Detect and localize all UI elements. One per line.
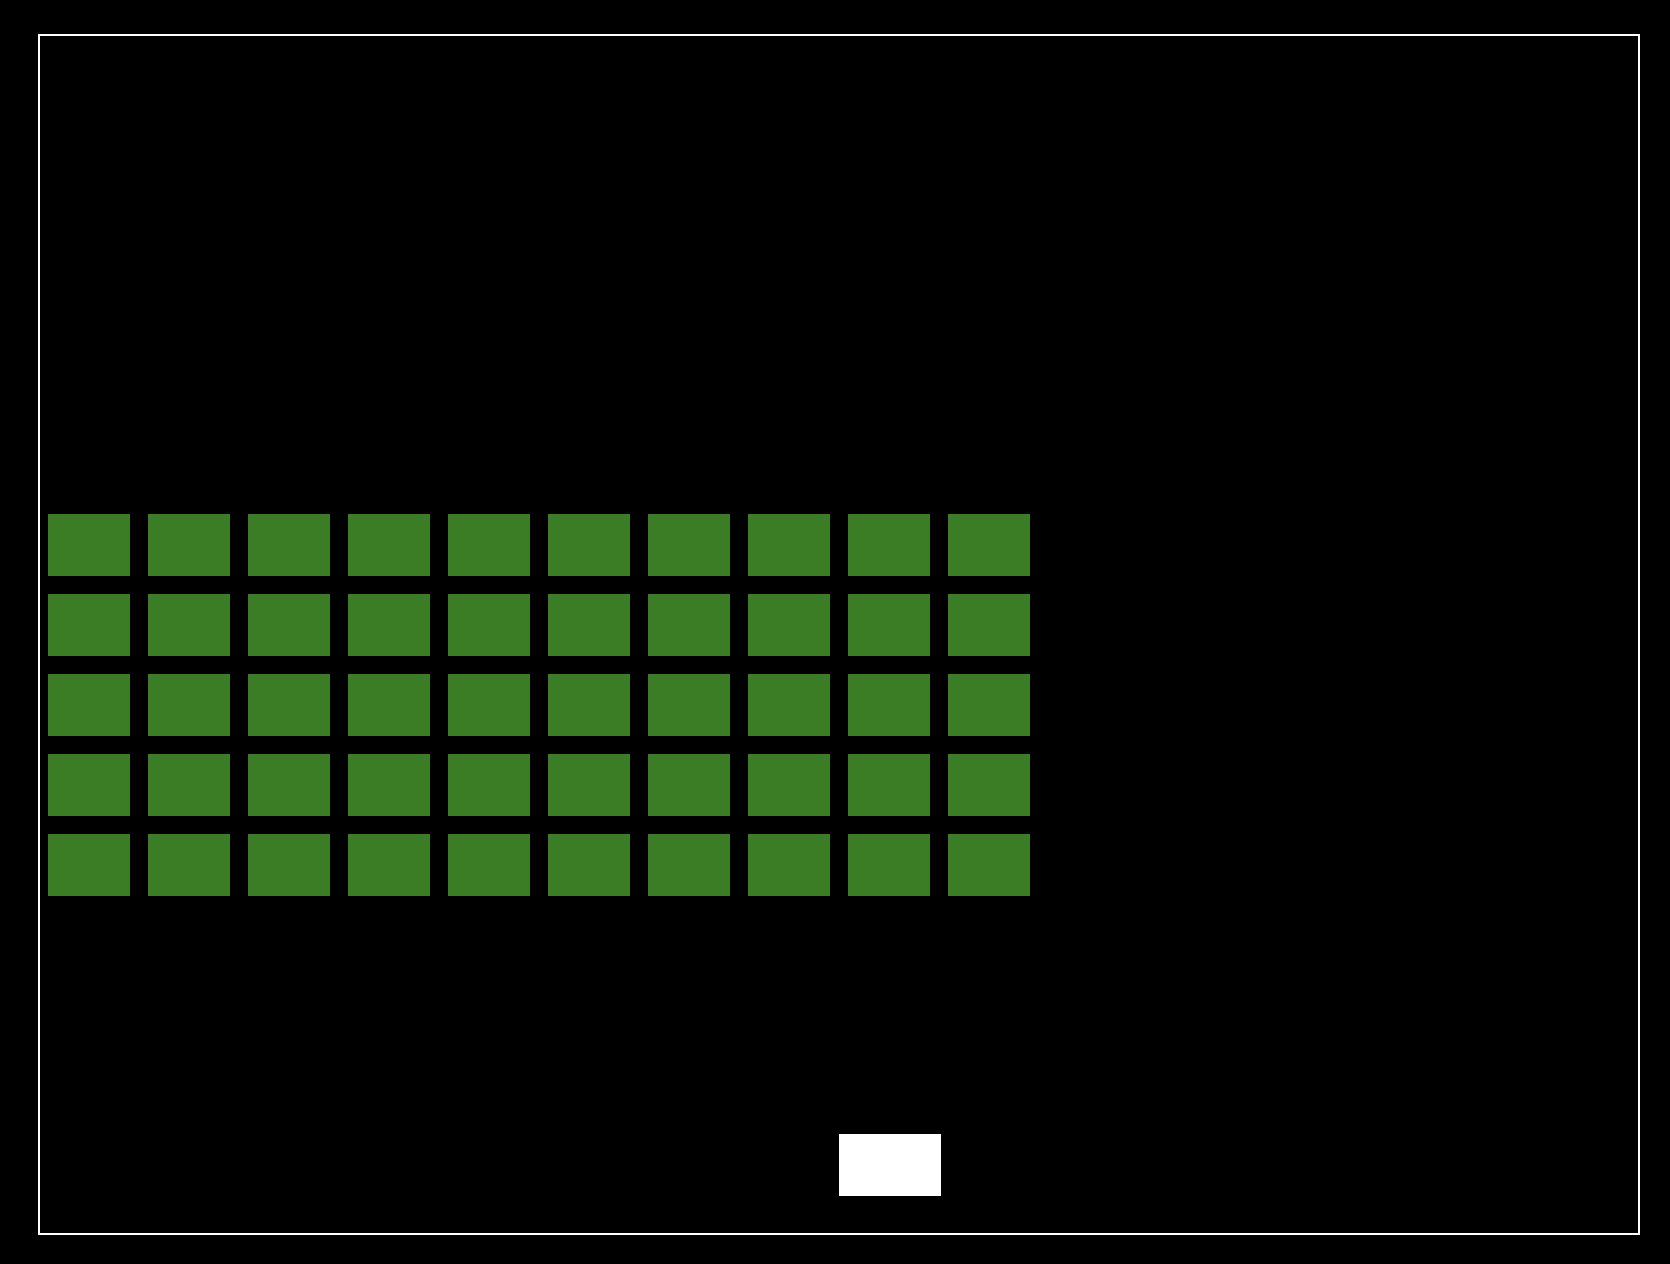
brick — [648, 674, 730, 736]
paddle[interactable] — [839, 1134, 941, 1196]
brick — [948, 514, 1030, 576]
brick — [848, 834, 930, 896]
brick — [148, 514, 230, 576]
brick-grid — [48, 514, 1031, 896]
brick — [748, 674, 830, 736]
brick — [348, 514, 430, 576]
brick — [48, 754, 130, 816]
brick — [848, 754, 930, 816]
brick — [48, 594, 130, 656]
brick — [748, 514, 830, 576]
brick — [348, 834, 430, 896]
brick — [148, 754, 230, 816]
brick — [848, 594, 930, 656]
brick — [848, 674, 930, 736]
brick — [748, 754, 830, 816]
brick — [748, 594, 830, 656]
brick — [648, 514, 730, 576]
brick — [148, 594, 230, 656]
brick — [548, 834, 630, 896]
brick — [948, 834, 1030, 896]
brick — [48, 514, 130, 576]
brick — [248, 514, 330, 576]
brick — [548, 594, 630, 656]
brick — [48, 834, 130, 896]
brick — [848, 514, 930, 576]
brick — [948, 674, 1030, 736]
brick — [448, 674, 530, 736]
brick — [648, 754, 730, 816]
brick — [648, 594, 730, 656]
brick — [248, 674, 330, 736]
brick — [948, 594, 1030, 656]
brick — [548, 754, 630, 816]
brick — [448, 594, 530, 656]
brick — [948, 754, 1030, 816]
brick — [448, 834, 530, 896]
brick — [248, 834, 330, 896]
brick — [348, 754, 430, 816]
brick — [48, 674, 130, 736]
brick — [748, 834, 830, 896]
brick — [548, 514, 630, 576]
brick — [148, 834, 230, 896]
brick — [348, 594, 430, 656]
brick — [148, 674, 230, 736]
brick — [648, 834, 730, 896]
brick — [248, 594, 330, 656]
brick — [448, 514, 530, 576]
brick — [448, 754, 530, 816]
brick — [348, 674, 430, 736]
brick — [548, 674, 630, 736]
brick — [248, 754, 330, 816]
